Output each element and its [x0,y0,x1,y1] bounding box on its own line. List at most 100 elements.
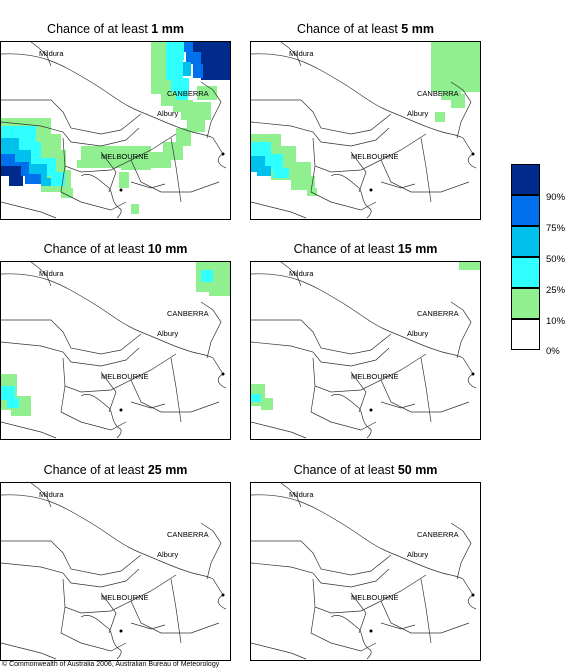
region-boundary [1,201,57,219]
region-boundary [1,99,142,135]
rain-cell [307,188,317,196]
region-boundary [1,494,227,610]
region-boundary [380,622,416,630]
region-boundary [450,301,472,359]
region-boundary [330,174,372,219]
city-marker [471,593,475,597]
panel-title: Chance of at least 1 mm [47,22,184,36]
place-label-albury: Albury [157,550,179,559]
city-marker [221,593,225,597]
region-boundary [280,483,302,508]
rain-cell [121,160,151,170]
rain-cell [166,42,184,60]
legend-label-0: 0% [546,346,560,357]
region-boundary [450,522,472,580]
city-marker [119,188,123,192]
place-label-albury: Albury [157,109,179,118]
region-boundary [80,174,122,219]
place-label-albury: Albury [157,329,179,338]
region-boundary [251,642,307,660]
region-boundary [60,165,127,211]
region-boundary [310,606,377,652]
region-boundary [350,592,367,634]
rain-cell [119,172,129,188]
rain-cell [41,178,51,186]
city-marker [221,372,225,376]
rain-map-25mm: Mildura CANBERRA Albury MELBOURNE [0,482,231,661]
legend-swatch-75 [511,195,540,226]
rain-cell [151,42,166,94]
region-boundary [200,81,222,139]
region-boundary [251,494,477,610]
region-boundary [280,42,302,67]
place-label-canberra: CANBERRA [167,89,209,98]
panel-title: Chance of at least 15 mm [293,242,438,256]
city-marker [119,629,123,633]
legend-swatch-90 [511,164,540,195]
region-boundary [1,562,140,588]
region-boundary [1,319,142,355]
place-label-albury: Albury [407,109,429,118]
city-marker [369,408,373,412]
region-boundary [380,181,416,189]
region-boundary [450,81,472,139]
rain-cell [451,94,465,108]
region-boundary [1,421,57,439]
region-boundary [251,99,392,135]
rain-cell [291,176,315,190]
place-label-canberra: CANBERRA [417,530,459,539]
rain-cell [435,112,445,122]
place-label-melbourne: MELBOURNE [101,372,149,381]
city-marker [119,408,123,412]
rain-cell [176,128,191,146]
region-boundary [100,592,117,634]
place-label-canberra: CANBERRA [167,309,209,318]
region-boundary [251,421,307,439]
place-label-albury: Albury [407,550,429,559]
rain-cell [176,90,188,102]
rain-cell [25,174,41,184]
panel-title: Chance of at least 25 mm [43,463,188,477]
region-boundary [130,622,166,630]
region-boundary [380,379,470,413]
region-boundary [420,578,432,644]
region-boundary [170,357,182,423]
rain-map-50mm: Mildura CANBERRA Albury MELBOURNE [250,482,481,661]
rain-map-10mm: Mildura CANBERRA Albury MELBOURNE [0,261,231,440]
rain-cell [51,172,65,186]
place-label-mildura: Mildura [289,269,314,278]
region-boundary [1,341,140,367]
region-boundary [251,121,390,147]
region-boundary [200,301,222,359]
rain-map-5mm: Mildura CANBERRA Albury MELBOURNE [250,41,481,220]
region-boundary [420,137,432,203]
rain-cell [11,406,31,416]
legend-label-90: 90% [546,192,566,203]
rain-cell [1,386,15,400]
legend-swatch-10 [511,288,540,319]
region-boundary [251,562,390,588]
rain-cell [161,60,183,80]
region-boundary [30,42,52,67]
place-label-canberra: CANBERRA [167,530,209,539]
rain-probability-field [1,42,230,214]
place-label-albury: Albury [407,329,429,338]
region-boundary [251,341,390,367]
region-boundary [280,262,302,287]
region-boundary [80,615,122,660]
region-boundary [380,600,470,634]
rain-probability-field [251,262,480,410]
place-label-melbourne: MELBOURNE [101,593,149,602]
legend-label-50: 50% [546,254,566,265]
region-boundary [251,319,392,355]
rain-cell [81,146,151,160]
copyright-footer: © Commonwealth of Australia 2006, Austra… [2,661,220,668]
rain-cell [273,168,289,178]
place-label-melbourne: MELBOURNE [101,152,149,161]
region-boundary [130,600,220,634]
rain-probability-field [251,42,480,196]
rain-cell [186,52,201,64]
panel-title: Chance of at least 50 mm [293,463,438,477]
legend-label-75: 75% [546,223,566,234]
region-boundary [60,606,127,652]
